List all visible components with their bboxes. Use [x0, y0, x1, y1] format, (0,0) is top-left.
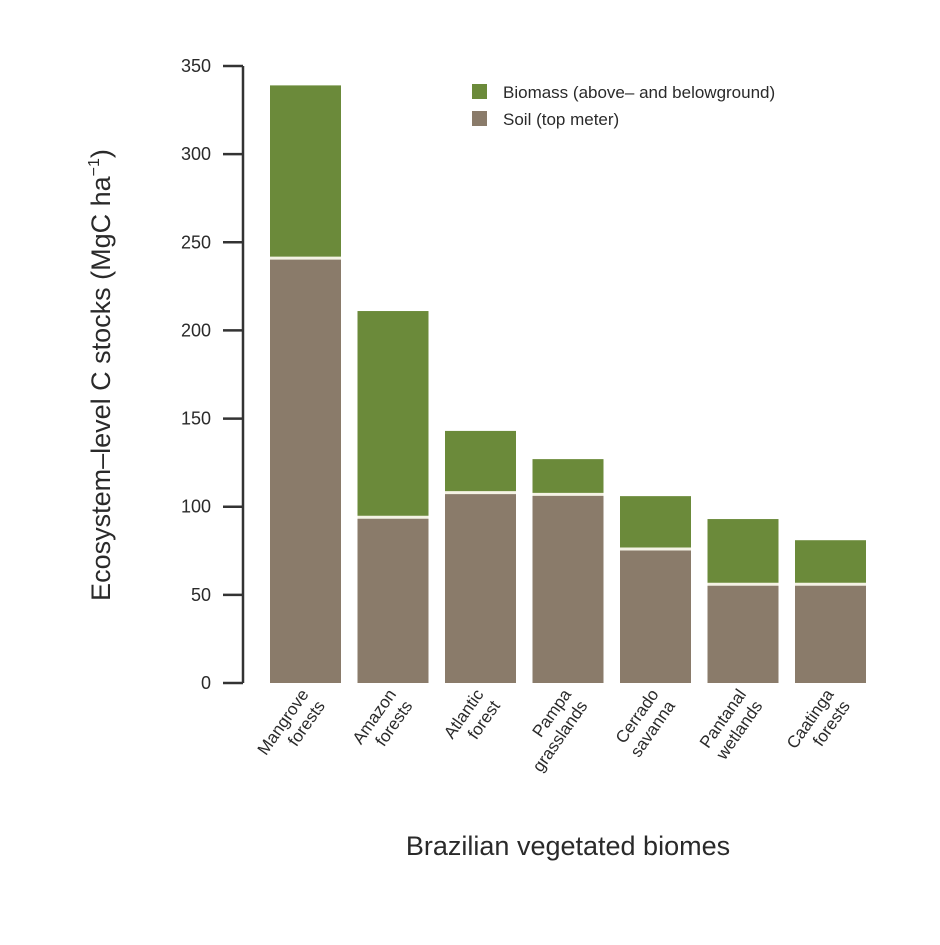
legend-label: Soil (top meter)	[503, 110, 619, 129]
bar-biomass	[532, 459, 604, 495]
bar-biomass	[357, 311, 429, 518]
bar-biomass	[707, 519, 779, 585]
bar-soil	[357, 517, 429, 683]
bar-biomass	[270, 85, 341, 259]
x-tick-label: Pantanalwetlands	[695, 686, 766, 764]
x-tick-label: Pampagrasslands	[512, 685, 591, 775]
legend-swatch	[472, 84, 487, 99]
y-tick-label: 50	[191, 585, 211, 605]
y-axis: 0 50 100 150 200 250 300 350	[181, 56, 245, 693]
y-axis-label: Ecosystem–level C stocks (MgC ha−1)	[86, 149, 116, 601]
x-tick-label: Mangroveforests	[254, 686, 329, 770]
bar-soil	[532, 494, 604, 683]
bar-soil	[620, 549, 691, 683]
legend: Biomass (above– and belowground) Soil (to…	[472, 83, 775, 129]
bars	[270, 85, 866, 683]
y-axis-label-main: Ecosystem–level C stocks (MgC ha	[86, 175, 116, 601]
y-tick-label: 100	[181, 497, 211, 517]
y-tick-label: 200	[181, 320, 211, 340]
x-tick-label: Cerradosavanna	[610, 685, 679, 760]
y-tick-label: 250	[181, 232, 211, 252]
x-tick-label: Caatingaforests	[783, 685, 854, 764]
y-tick-label: 150	[181, 409, 211, 429]
legend-label: Biomass (above– and belowground)	[503, 83, 775, 102]
y-tick-label: 350	[181, 56, 211, 76]
y-tick-label: 0	[201, 673, 211, 693]
bar-soil	[270, 258, 341, 683]
bar-biomass	[620, 496, 691, 550]
bar-soil	[795, 584, 866, 683]
x-tick-label: Atlanticforest	[440, 685, 504, 753]
bar-biomass	[445, 430, 516, 493]
y-tick-label: 300	[181, 144, 211, 164]
legend-swatch	[472, 111, 487, 126]
bar-soil	[445, 492, 516, 683]
y-axis-label-sup: −1	[86, 158, 103, 176]
x-axis-label: Brazilian vegetated biomes	[406, 831, 730, 861]
x-tick-label: Amazonforests	[349, 686, 417, 759]
bar-soil	[707, 584, 779, 683]
x-tick-labels: Mangroveforests Amazonforests Atlanticfore…	[254, 685, 854, 775]
y-axis-label-close: )	[86, 149, 116, 158]
bar-biomass	[795, 540, 866, 585]
